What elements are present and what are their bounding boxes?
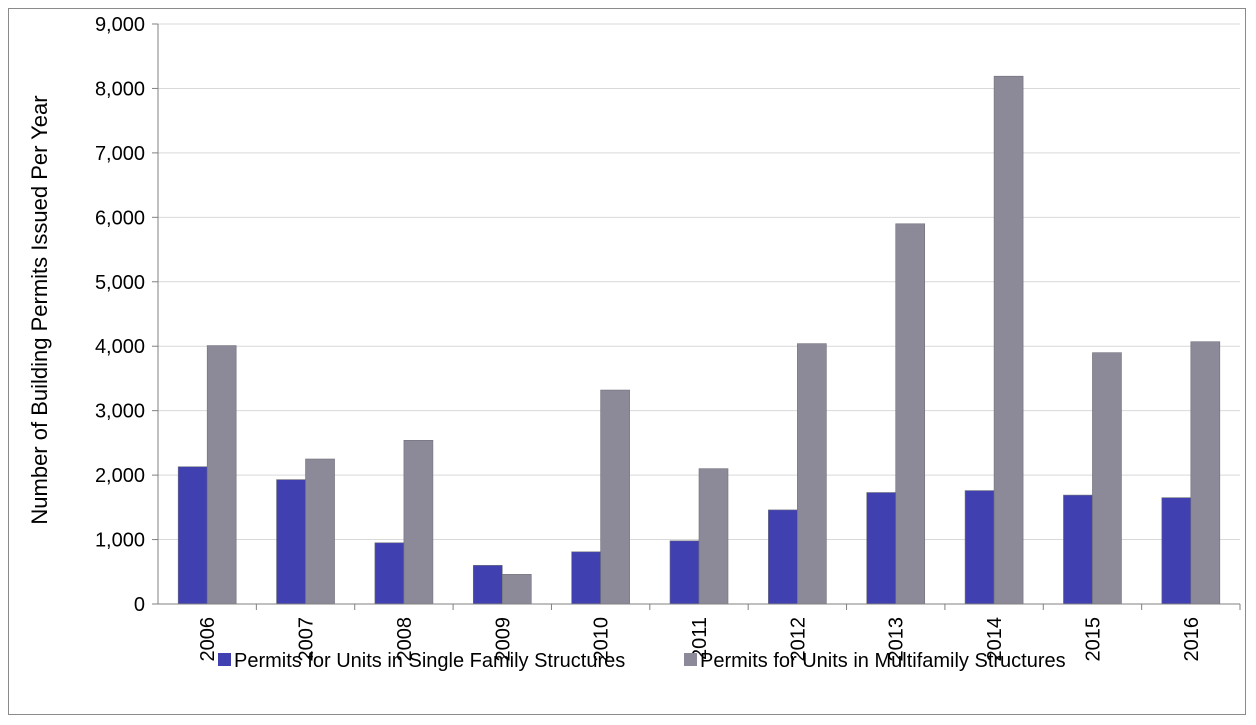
- bar-single-family-2008: [374, 542, 405, 605]
- x-tick-label: 2006: [197, 617, 219, 662]
- y-tick-label: 3,000: [95, 401, 145, 423]
- y-tick-label: 0: [134, 594, 145, 616]
- bar-multifamily-2014: [993, 75, 1024, 605]
- bars: [177, 75, 1221, 605]
- x-tick-label: 2009: [492, 617, 514, 662]
- bar-single-family-2011: [669, 540, 700, 605]
- x-tick-label: 2008: [394, 617, 416, 662]
- x-tick-label: 2014: [984, 617, 1006, 662]
- axes: 0 1,000 2,000 3,000 4,000 5,000 6,000 7,000 8,00…: [95, 14, 1241, 662]
- y-axis-title: Number of Building Permits Issued Per Ye…: [27, 95, 52, 524]
- legend-swatch-multifamily: [684, 653, 697, 666]
- y-tick-label: 9,000: [95, 14, 145, 36]
- y-tick-label: 6,000: [95, 207, 145, 229]
- y-tick-label: 5,000: [95, 272, 145, 294]
- x-tick-label: 2012: [787, 617, 809, 662]
- bar-single-family-2012: [768, 509, 798, 605]
- gridlines: [158, 23, 1240, 541]
- bar-multifamily-2013: [895, 223, 926, 605]
- bar-multifamily-2006: [206, 345, 237, 605]
- bar-multifamily-2015: [1092, 352, 1122, 605]
- bar-single-family-2016: [1161, 497, 1192, 605]
- bar-multifamily-2011: [698, 468, 729, 605]
- x-tick-label: 2007: [296, 617, 318, 662]
- bar-multifamily-2012: [797, 343, 827, 605]
- legend-label-multifamily: Permits for Units in Multifamily Structu…: [700, 650, 1066, 672]
- y-tick-label: 8,000: [95, 78, 145, 100]
- bar-single-family-2015: [1063, 494, 1093, 605]
- y-tick-label: 2,000: [95, 465, 145, 487]
- legend-label-single-family: Permits for Units in Single Family Struc…: [234, 650, 625, 672]
- bar-multifamily-2010: [600, 389, 630, 605]
- bar-single-family-2007: [276, 479, 306, 605]
- bar-multifamily-2007: [305, 458, 335, 605]
- bar-single-family-2006: [177, 466, 208, 605]
- x-tick-label: 2015: [1082, 617, 1104, 662]
- bar-single-family-2009: [472, 565, 503, 605]
- bar-multifamily-2008: [403, 440, 434, 605]
- y-tick-label: 4,000: [95, 336, 145, 358]
- bar-single-family-2013: [866, 492, 897, 605]
- bar-single-family-2010: [571, 551, 601, 605]
- x-tick-label: 2013: [886, 617, 908, 662]
- x-tick-label: 2016: [1181, 617, 1203, 662]
- x-tick-label: 2011: [689, 617, 711, 660]
- legend: Permits for Units in Single Family Struc…: [218, 650, 1066, 672]
- legend-swatch-single-family: [218, 653, 231, 666]
- y-tick-label: 1,000: [95, 530, 145, 552]
- bar-multifamily-2009: [501, 574, 532, 605]
- bar-single-family-2014: [964, 490, 995, 605]
- y-tick-label: 7,000: [95, 143, 145, 165]
- bar-multifamily-2016: [1190, 341, 1221, 605]
- x-tick-label: 2010: [591, 617, 613, 662]
